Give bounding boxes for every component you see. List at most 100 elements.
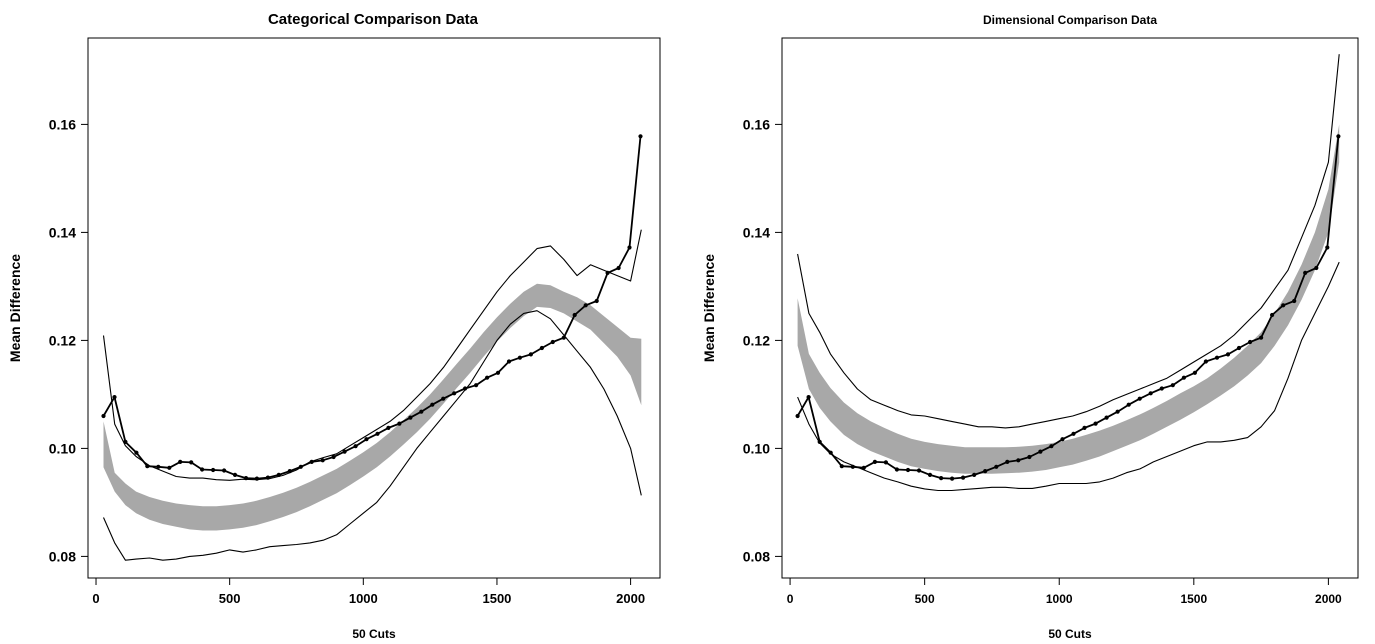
data-point xyxy=(983,469,988,474)
x-tick-label: 2000 xyxy=(616,591,645,606)
data-point xyxy=(1115,409,1120,414)
data-point xyxy=(134,450,139,455)
data-point xyxy=(1225,352,1231,357)
data-point xyxy=(419,409,424,414)
data-point xyxy=(232,472,238,477)
panel-categorical: Categorical Comparison Data 0 500 1000 1500 2… xyxy=(7,11,661,641)
y-axis-label: Mean Difference xyxy=(7,254,23,362)
data-point xyxy=(839,464,844,469)
data-point xyxy=(806,395,811,400)
data-point xyxy=(1303,270,1308,275)
data-point xyxy=(112,395,117,400)
data-point xyxy=(1104,415,1109,420)
data-point xyxy=(972,472,977,477)
data-point xyxy=(1137,396,1142,401)
data-point xyxy=(1292,298,1297,304)
x-tick-label: 2000 xyxy=(1315,592,1342,606)
data-point xyxy=(200,467,205,472)
data-point xyxy=(353,444,358,449)
data-point xyxy=(1236,345,1242,351)
data-point xyxy=(1170,383,1175,388)
data-point xyxy=(331,454,336,460)
data-point xyxy=(101,413,106,419)
x-tick-label: 1500 xyxy=(1180,592,1207,606)
data-point xyxy=(961,475,966,480)
data-point xyxy=(872,459,878,464)
data-point xyxy=(638,134,643,139)
data-point xyxy=(320,458,325,463)
series-line-upper-bound xyxy=(797,54,1340,429)
data-point xyxy=(408,415,413,420)
x-tick-label: 0 xyxy=(92,591,99,606)
data-point xyxy=(386,425,391,430)
data-point xyxy=(616,265,621,271)
data-point xyxy=(485,375,490,380)
data-point xyxy=(189,460,194,465)
x-tick-label: 500 xyxy=(219,591,241,606)
data-point xyxy=(375,431,380,436)
data-point xyxy=(550,339,555,345)
data-point xyxy=(1336,134,1341,139)
plot-frame xyxy=(87,37,661,579)
data-point xyxy=(994,464,999,469)
y-tick-label: 0.08 xyxy=(743,548,770,564)
data-point xyxy=(1248,339,1253,345)
data-point xyxy=(927,472,933,477)
data-point xyxy=(1126,402,1131,407)
data-point xyxy=(474,383,479,388)
chart-title: Dimensional Comparison Data xyxy=(983,13,1157,27)
y-tick-label: 0.12 xyxy=(49,332,76,348)
series-line-lower-bound xyxy=(102,310,642,561)
data-point xyxy=(441,396,446,401)
data-point xyxy=(1203,359,1208,364)
data-point xyxy=(364,437,369,442)
data-point xyxy=(905,467,911,473)
data-point xyxy=(1159,386,1164,391)
data-point xyxy=(1005,459,1010,464)
data-point xyxy=(1259,335,1264,340)
x-axis-label: 50 Cuts xyxy=(352,627,396,641)
data-point xyxy=(517,355,523,360)
chart-title: Categorical Comparison Data xyxy=(268,11,479,28)
x-tick-label: 500 xyxy=(915,592,935,606)
data-point xyxy=(1325,245,1330,250)
data-point xyxy=(506,359,512,364)
data-point xyxy=(1093,421,1098,426)
data-point xyxy=(1038,449,1043,454)
x-tick-label: 1500 xyxy=(482,591,511,606)
data-point xyxy=(861,465,866,470)
data-point xyxy=(452,391,457,396)
y-tick-label: 0.16 xyxy=(49,116,76,132)
data-point xyxy=(1016,458,1021,463)
series-line-upper-bound xyxy=(102,229,642,481)
data-point xyxy=(1060,437,1065,442)
y-tick-label: 0.12 xyxy=(743,332,770,348)
data-point xyxy=(178,459,183,464)
data-point xyxy=(1148,391,1153,396)
data-point xyxy=(1270,312,1275,318)
x-tick-label: 1000 xyxy=(1046,592,1073,606)
data-point xyxy=(1192,370,1197,375)
data-point xyxy=(939,476,944,481)
x-tick-label: 0 xyxy=(787,592,794,606)
data-point xyxy=(167,465,172,470)
series-line-observed xyxy=(796,136,1340,480)
data-point xyxy=(1027,454,1032,460)
data-point xyxy=(894,467,900,472)
data-point xyxy=(627,245,632,250)
panel-dimensional: Dimensional Comparison Data 0 500 1000 1500 2… xyxy=(701,13,1359,641)
y-tick-label: 0.16 xyxy=(743,116,770,132)
data-point xyxy=(1214,355,1220,360)
data-point xyxy=(583,303,588,308)
data-point xyxy=(156,464,161,469)
y-tick-label: 0.10 xyxy=(743,440,770,456)
data-point xyxy=(528,352,534,357)
data-point xyxy=(883,460,889,465)
data-point xyxy=(1082,425,1087,430)
data-point xyxy=(1071,431,1076,436)
data-point xyxy=(594,298,599,304)
y-tick-label: 0.14 xyxy=(743,224,770,240)
plot-frame xyxy=(781,37,1359,579)
